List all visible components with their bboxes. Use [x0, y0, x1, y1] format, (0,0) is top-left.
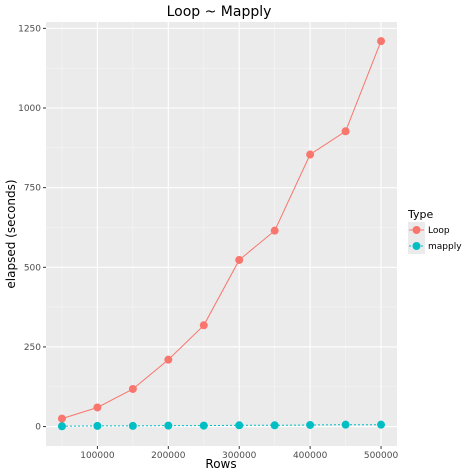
data-point-mapply [235, 421, 244, 430]
y-tick-label: 1250 [18, 24, 41, 34]
data-point-loop [270, 226, 279, 235]
legend-label-loop: Loop [428, 226, 450, 236]
data-point-loop [57, 414, 66, 423]
x-tick-label: 400000 [293, 451, 328, 461]
y-tick-label: 500 [24, 263, 41, 273]
x-axis-title: Rows [205, 457, 236, 471]
y-tick-label: 250 [24, 343, 41, 353]
data-point-loop [341, 127, 350, 136]
data-point-mapply [306, 420, 315, 429]
data-point-mapply [199, 421, 208, 430]
series-layer [57, 37, 386, 431]
data-point-mapply [128, 421, 137, 430]
y-tick-label: 1000 [18, 104, 41, 114]
data-point-mapply [57, 422, 66, 431]
legend: Type Loop mapply [407, 208, 462, 254]
x-tick-label: 100000 [80, 451, 115, 461]
legend-title: Type [407, 208, 433, 221]
data-point-loop [93, 403, 102, 412]
data-point-loop [306, 150, 315, 159]
x-tick-label: 200000 [151, 451, 186, 461]
legend-key-point-loop [412, 226, 421, 234]
y-tick-label: 750 [24, 184, 41, 194]
grid-lines [46, 22, 397, 446]
x-tick-label: 500000 [364, 451, 399, 461]
data-point-loop [128, 384, 137, 393]
data-point-mapply [377, 420, 386, 429]
legend-key-point-mapply [412, 242, 421, 250]
data-point-mapply [270, 421, 279, 430]
legend-label-mapply: mapply [428, 242, 462, 252]
data-point-loop [235, 255, 244, 264]
data-point-mapply [164, 421, 173, 430]
x-tick-label: 300000 [222, 451, 257, 461]
chart-title: Loop ~ Mapply [167, 4, 272, 20]
series-line-mapply [61, 424, 381, 427]
y-tick-label: 0 [35, 423, 41, 433]
data-point-mapply [341, 420, 350, 429]
axes: 0 250 500 750 1000 1250 100000 200000 300000 4000… [18, 24, 398, 461]
y-axis-title: elapsed (seconds) [4, 179, 18, 288]
data-point-mapply [93, 421, 102, 430]
data-point-loop [199, 321, 208, 330]
data-point-loop [377, 37, 386, 46]
data-point-loop [164, 355, 173, 364]
series-line-loop [61, 40, 382, 420]
plot-panel [46, 22, 397, 446]
